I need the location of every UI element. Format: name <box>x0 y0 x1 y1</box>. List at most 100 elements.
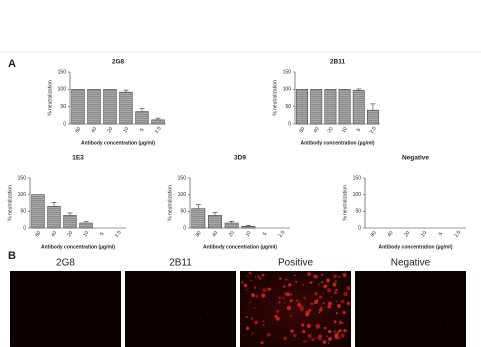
cell-signal <box>277 300 281 304</box>
cell-signal <box>343 276 345 278</box>
cell-signal <box>283 302 286 304</box>
y-tick-label: 150 <box>283 69 292 75</box>
cell-signal <box>318 283 320 285</box>
cell-signal <box>286 305 292 311</box>
cell-signal <box>423 313 425 315</box>
cell-signal <box>248 271 252 275</box>
x-tick-label: 5 <box>139 127 146 133</box>
x-tick-label: 2.5 <box>277 229 286 238</box>
cell-signal <box>249 301 252 304</box>
chart-title: Negative <box>402 155 429 162</box>
x-tick-label: 20 <box>228 230 236 238</box>
cell-signal <box>327 336 333 341</box>
image-label: 2G8 <box>56 258 75 269</box>
cell-signal <box>337 303 341 308</box>
cell-signal <box>267 287 271 291</box>
cell-signal <box>318 295 323 299</box>
cell-signal <box>261 273 265 277</box>
y-axis-label: % neutralization <box>272 80 278 116</box>
x-tick-label: 20 <box>327 126 335 134</box>
y-tick-label: 0 <box>183 225 186 231</box>
chart-title: 2B11 <box>330 59 346 66</box>
y-tick-label: 0 <box>288 121 291 127</box>
cell-signal <box>262 288 267 293</box>
cell-signal <box>297 302 302 307</box>
x-axis-label: Antibody concentration (µg/ml) <box>41 244 115 250</box>
x-tick-label: 5 <box>356 127 363 133</box>
cell-signal <box>343 329 347 333</box>
x-tick-label: 20 <box>106 126 114 134</box>
cell-signal <box>334 332 339 338</box>
cell-signal <box>243 283 248 288</box>
cell-signal <box>290 329 294 333</box>
cell-signal <box>303 297 306 300</box>
cell-signal <box>322 340 327 345</box>
cell-signal <box>207 311 209 313</box>
bar <box>310 89 323 125</box>
cell-signal <box>255 294 259 298</box>
cell-signal <box>283 336 287 341</box>
cell-signal <box>319 308 323 312</box>
x-tick-label: 10 <box>82 230 90 238</box>
x-tick-label: 80 <box>195 230 203 238</box>
cell-signal <box>302 329 306 334</box>
cell-signal <box>330 296 333 298</box>
cell-signal <box>333 320 337 324</box>
cell-signal <box>343 291 348 297</box>
cell-signal <box>253 320 259 325</box>
cell-signal <box>342 310 346 314</box>
cell-signal <box>254 307 256 309</box>
cell-signal <box>276 309 280 313</box>
x-axis-label: Antibody concentration (µg/ml) <box>301 140 375 146</box>
cell-signal <box>254 276 257 278</box>
cell-signal <box>247 275 249 277</box>
cell-signal <box>290 314 292 317</box>
cell-signal <box>322 302 325 305</box>
cell-signal <box>262 323 265 327</box>
cell-signal <box>275 316 280 321</box>
cell-signal <box>315 336 318 339</box>
cell-signal <box>308 308 312 312</box>
cell-signal <box>340 333 345 338</box>
x-tick-label: 80 <box>34 230 42 238</box>
cell-signal <box>240 281 244 284</box>
panel-label: B <box>8 250 16 262</box>
x-tick-label: 2.5 <box>114 229 123 238</box>
cell-signal <box>285 295 287 297</box>
cell-signal <box>333 330 336 333</box>
x-tick-label: 2.5 <box>154 125 163 134</box>
x-tick-label: 10 <box>420 230 428 238</box>
y-tick-label: 50 <box>60 104 66 110</box>
x-tick-label: 10 <box>341 126 349 134</box>
bar <box>63 215 77 229</box>
x-axis-label: Antibody concentration (µg/ml) <box>203 244 277 250</box>
x-tick-label: 10 <box>122 126 130 134</box>
error-bar <box>155 117 161 120</box>
cell-signal <box>417 288 419 290</box>
cell-signal <box>338 337 341 340</box>
bar <box>79 222 93 229</box>
cell-signal <box>282 296 285 300</box>
cell-signal <box>332 282 337 287</box>
y-tick-label: 0 <box>23 225 26 231</box>
cell-signal <box>335 312 339 315</box>
x-tick-label: 40 <box>50 230 58 238</box>
bar <box>352 90 365 125</box>
cell-signal <box>321 281 324 284</box>
y-tick-label: 100 <box>178 192 187 198</box>
y-tick-label: 50 <box>180 209 186 215</box>
chart-title: 1E3 <box>72 155 84 162</box>
y-axis-label: % neutralization <box>47 80 53 116</box>
x-tick-label: 2.5 <box>369 125 378 134</box>
cell-signal <box>288 283 292 287</box>
cell-signal <box>327 329 332 334</box>
x-tick-label: 40 <box>312 126 320 134</box>
error-bar <box>356 88 362 91</box>
cell-signal <box>339 320 343 325</box>
cell-signal <box>314 291 318 296</box>
cell-signal <box>309 302 313 306</box>
cell-signal <box>161 326 163 328</box>
cell-signal <box>278 296 281 299</box>
cell-signal <box>337 331 340 334</box>
cell-signal <box>335 288 338 292</box>
